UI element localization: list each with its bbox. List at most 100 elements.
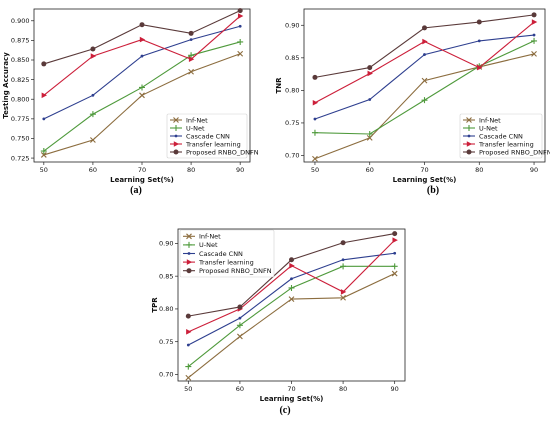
data-point bbox=[313, 117, 317, 121]
x-tick-label: 90 bbox=[530, 166, 538, 174]
data-point bbox=[90, 137, 96, 143]
legend-swatch-marker bbox=[173, 117, 179, 123]
legend-entry: Proposed RNBO_DNFN bbox=[186, 148, 259, 156]
data-point bbox=[288, 284, 295, 291]
y-tick-label: 0.85 bbox=[285, 54, 299, 62]
data-point bbox=[312, 155, 318, 162]
data-point bbox=[532, 33, 536, 37]
data-point bbox=[312, 74, 318, 80]
legend-entry: Inf-Net bbox=[199, 233, 221, 241]
legend-entry: Proposed RNBO_DNFN bbox=[199, 267, 272, 275]
data-point bbox=[312, 99, 319, 106]
legend-swatch-marker bbox=[466, 141, 473, 147]
data-point bbox=[421, 77, 428, 84]
data-point bbox=[238, 24, 242, 28]
data-point bbox=[186, 343, 190, 347]
series-3 bbox=[186, 237, 398, 335]
legend-swatch-marker bbox=[173, 125, 179, 131]
legend-swatch-marker bbox=[173, 149, 179, 155]
series-0 bbox=[40, 50, 244, 158]
series-line bbox=[314, 14, 535, 78]
legend-entry: Transfer learning bbox=[185, 140, 241, 148]
legend-entry: U-Net bbox=[479, 124, 498, 132]
data-point bbox=[477, 64, 483, 71]
data-point bbox=[40, 148, 47, 155]
data-point bbox=[531, 51, 537, 57]
data-point bbox=[41, 61, 47, 67]
data-point bbox=[91, 93, 95, 97]
x-tick-label: 60 bbox=[366, 166, 374, 174]
x-axis-label: Learning Set(%) bbox=[260, 395, 324, 403]
legend-swatch-marker bbox=[466, 125, 472, 131]
x-tick-label: 80 bbox=[339, 385, 347, 393]
legend-swatch-marker bbox=[467, 134, 471, 138]
data-point bbox=[531, 19, 538, 25]
data-point bbox=[188, 52, 195, 59]
x-tick-label: 60 bbox=[236, 385, 244, 393]
y-tick-label: 0.80 bbox=[285, 87, 299, 95]
data-point bbox=[237, 8, 243, 14]
x-tick-label: 90 bbox=[391, 385, 399, 393]
data-point bbox=[40, 152, 47, 158]
data-point bbox=[391, 270, 398, 277]
series-4 bbox=[41, 8, 243, 67]
data-point bbox=[393, 251, 397, 255]
legend-box bbox=[179, 229, 275, 278]
data-point bbox=[236, 322, 243, 329]
y-tick-label: 0.775 bbox=[11, 115, 30, 123]
data-point bbox=[186, 329, 192, 335]
x-tick-label: 50 bbox=[184, 385, 192, 393]
data-point bbox=[421, 97, 428, 104]
data-point bbox=[237, 50, 244, 57]
chart-caption: (a) bbox=[130, 185, 142, 196]
series-2 bbox=[42, 24, 242, 121]
legend-swatch-marker bbox=[466, 117, 472, 123]
chart-0: 50 60 70 80 90 0.725 0.750 0.775 0.800 0.825 0.850… bbox=[2, 8, 259, 196]
data-point bbox=[90, 46, 96, 52]
legend-entry: U-Net bbox=[199, 241, 218, 249]
data-point bbox=[366, 131, 373, 138]
data-point bbox=[289, 262, 295, 269]
data-point bbox=[392, 231, 398, 237]
x-tick-label: 90 bbox=[236, 166, 244, 174]
x-tick-label: 50 bbox=[311, 166, 319, 174]
y-tick-label: 0.70 bbox=[159, 371, 173, 379]
x-tick-label: 70 bbox=[420, 166, 428, 174]
data-point bbox=[140, 54, 144, 58]
y-tick-label: 0.750 bbox=[11, 135, 30, 143]
x-tick-label: 70 bbox=[287, 385, 295, 393]
y-tick-label: 0.850 bbox=[11, 56, 30, 64]
x-tick-label: 70 bbox=[138, 166, 146, 174]
data-point bbox=[189, 38, 193, 41]
legend-entry: Cascade CNN bbox=[199, 250, 243, 258]
y-tick-label: 0.900 bbox=[11, 17, 30, 25]
data-point bbox=[422, 38, 428, 45]
series-3 bbox=[41, 13, 244, 99]
y-tick-label: 0.75 bbox=[285, 119, 299, 127]
legend-swatch-marker bbox=[186, 268, 192, 274]
data-point bbox=[340, 240, 346, 246]
legend-swatch-marker bbox=[187, 252, 191, 255]
legend-entry: Transfer learning bbox=[478, 140, 534, 148]
data-point bbox=[237, 333, 243, 340]
legend-entry: Inf-Net bbox=[186, 116, 208, 124]
data-point bbox=[340, 289, 347, 295]
data-point bbox=[367, 65, 373, 71]
series-3 bbox=[312, 19, 538, 106]
data-point bbox=[188, 68, 194, 75]
legend-swatch-marker bbox=[186, 241, 192, 248]
data-point bbox=[185, 363, 192, 370]
series-4 bbox=[312, 12, 537, 80]
data-point bbox=[139, 22, 145, 28]
x-axis-label: Learning Set(%) bbox=[110, 176, 174, 184]
legend-entry: Inf-Net bbox=[479, 116, 501, 124]
y-tick-label: 0.70 bbox=[285, 152, 299, 160]
x-tick-label: 50 bbox=[40, 166, 48, 174]
series-2 bbox=[186, 251, 397, 347]
legend-swatch-marker bbox=[466, 149, 472, 155]
data-point bbox=[90, 53, 97, 59]
y-tick-label: 0.800 bbox=[11, 95, 30, 103]
